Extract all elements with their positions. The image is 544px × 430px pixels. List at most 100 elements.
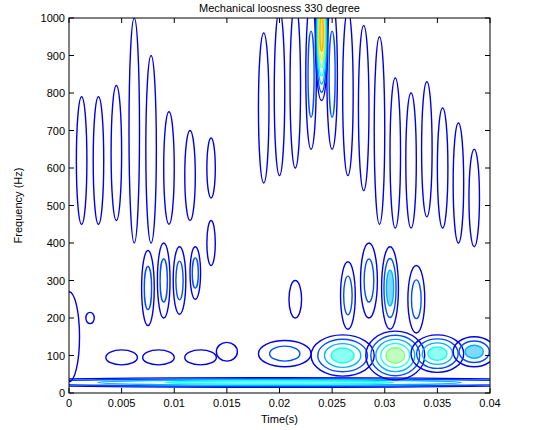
contour-line — [318, 339, 368, 371]
y-tick — [485, 243, 490, 244]
contour-line — [390, 78, 401, 228]
y-tick — [69, 93, 74, 94]
y-tick — [485, 18, 490, 19]
contour-line — [319, 18, 324, 60]
contour-line — [270, 346, 300, 361]
contour-line — [160, 259, 167, 302]
x-axis-title: Time(s) — [261, 413, 298, 425]
contour-line — [371, 335, 420, 375]
y-tick-label: 700 — [47, 125, 65, 137]
contour-line — [315, 18, 328, 101]
contour-line — [374, 37, 385, 225]
contour-line — [465, 345, 483, 358]
x-tick — [121, 18, 122, 23]
plot-background — [69, 18, 490, 393]
contour-line — [207, 221, 215, 266]
contour-line — [329, 31, 335, 117]
contour-line — [207, 138, 215, 198]
contours — [69, 18, 490, 387]
contour-line — [453, 337, 490, 367]
y-tick — [69, 168, 74, 169]
y-tick-label: 1000 — [41, 12, 65, 24]
contour-line — [344, 276, 352, 315]
x-tick-label: 0.04 — [479, 397, 500, 409]
y-tick-label: 900 — [47, 50, 65, 62]
y-tick-label: 500 — [47, 200, 65, 212]
y-tick — [69, 318, 74, 319]
contour-line — [384, 258, 396, 317]
contour-line — [258, 341, 311, 367]
y-tick — [69, 205, 74, 206]
y-tick-label: 800 — [47, 87, 65, 99]
plot-frame — [69, 18, 490, 393]
contour-line — [318, 18, 326, 76]
contour-line — [143, 350, 175, 365]
contour-line — [185, 350, 217, 365]
y-tick — [485, 93, 490, 94]
contour-line — [422, 343, 452, 365]
title: Mechanical loosness 330 degree — [199, 2, 360, 14]
y-tick — [69, 280, 74, 281]
contour-line — [86, 312, 94, 323]
x-tick — [332, 18, 333, 23]
y-tick-label: 400 — [47, 237, 65, 249]
x-tick-label: 0.025 — [318, 397, 346, 409]
y-tick — [485, 205, 490, 206]
y-tick-label: 100 — [47, 350, 65, 362]
y-tick-label: 0 — [59, 387, 65, 399]
contour-line — [76, 97, 87, 225]
contour-line — [165, 381, 394, 385]
x-tick-label: 0.035 — [424, 397, 452, 409]
contour-line — [173, 247, 186, 315]
x-tick — [226, 18, 227, 23]
contour-line — [308, 31, 314, 117]
y-tick — [485, 168, 490, 169]
y-tick — [69, 130, 74, 131]
contour-line — [417, 339, 458, 369]
contour-line — [317, 18, 327, 84]
contour-line — [341, 262, 356, 330]
contour-line — [437, 108, 448, 228]
contour-line — [146, 56, 157, 244]
x-tick-label: 0.015 — [213, 397, 241, 409]
y-tick-label: 200 — [47, 312, 65, 324]
contour-line — [408, 266, 425, 334]
contour-line — [216, 342, 237, 361]
contour-line — [343, 18, 354, 176]
x-tick-label: 0.01 — [164, 397, 185, 409]
contour-line — [290, 18, 301, 168]
y-tick-label: 300 — [47, 275, 65, 287]
x-tick — [69, 388, 70, 393]
contour-line — [386, 270, 393, 306]
contour-line — [258, 33, 269, 183]
contour-line — [406, 93, 417, 228]
contour-line — [98, 380, 461, 386]
x-tick-label: 0.03 — [374, 397, 395, 409]
y-tick — [485, 280, 490, 281]
y-tick — [69, 355, 74, 356]
contour-line — [358, 26, 369, 191]
x-tick — [69, 18, 70, 23]
x-tick — [174, 388, 175, 393]
y-tick — [485, 393, 490, 394]
contour-line — [106, 350, 138, 365]
x-tick — [121, 388, 122, 393]
x-tick — [437, 18, 438, 23]
x-tick — [226, 388, 227, 393]
y-tick — [485, 130, 490, 131]
contour-line — [311, 335, 374, 376]
contour-line — [453, 123, 464, 243]
contour-line — [111, 86, 122, 221]
contour-line — [320, 18, 323, 51]
y-tick — [485, 355, 490, 356]
x-tick — [384, 18, 385, 23]
x-tick-label: 0 — [66, 397, 72, 409]
y-tick — [69, 55, 74, 56]
x-tick — [174, 18, 175, 23]
chart: 00.0050.010.0150.020.0250.030.0350.04010… — [0, 0, 544, 430]
contour-line — [157, 243, 170, 318]
x-tick-label: 0.02 — [269, 397, 290, 409]
contour-line — [361, 243, 378, 318]
contour-line — [364, 259, 374, 302]
contour-line — [459, 341, 489, 363]
